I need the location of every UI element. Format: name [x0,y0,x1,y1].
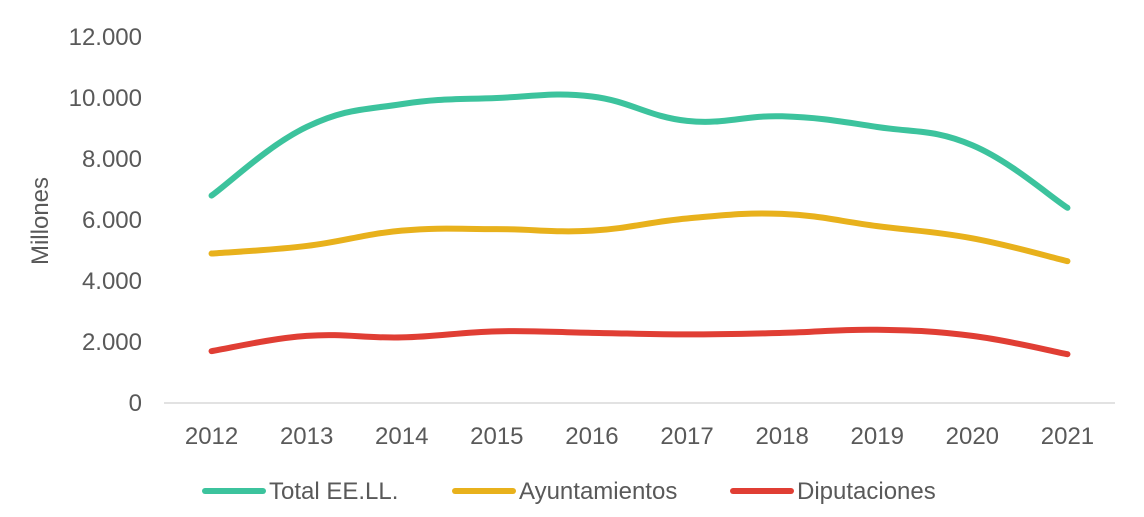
legend-label: Ayuntamientos [519,478,677,505]
legend-label: Total EE.LL. [269,478,398,505]
y-axis-ticks: 0 2.000 4.000 6.000 8.000 10.000 12.000 [69,24,142,417]
x-tick-label: 2015 [470,423,523,450]
x-tick-label: 2017 [660,423,713,450]
x-axis-ticks: 2012 2013 2014 2015 2016 2017 2018 2019 2020 2021 [185,423,1094,450]
x-tick-label: 2020 [946,423,999,450]
y-tick-label: 0 [129,390,142,417]
y-axis-title: Millones [27,177,54,265]
y-tick-label: 10.000 [69,85,142,112]
x-tick-label: 2013 [280,423,333,450]
y-tick-label: 6.000 [82,207,142,234]
x-tick-label: 2016 [565,423,618,450]
y-tick-label: 12.000 [69,24,142,51]
series-layer [208,91,1071,358]
series-line-1 [208,91,1071,211]
legend: Total EE.LL. Ayuntamientos Diputaciones [202,478,936,505]
x-tick-label: 2014 [375,423,428,450]
x-tick-label: 2018 [755,423,808,450]
legend-label: Diputaciones [797,478,936,505]
x-tick-label: 2019 [851,423,904,450]
y-tick-label: 8.000 [82,146,142,173]
x-tick-label: 2012 [185,423,238,450]
x-tick-label: 2021 [1041,423,1094,450]
series-line-3 [208,326,1071,358]
y-tick-label: 2.000 [82,329,142,356]
series-line-2 [208,210,1071,265]
y-tick-label: 4.000 [82,268,142,295]
